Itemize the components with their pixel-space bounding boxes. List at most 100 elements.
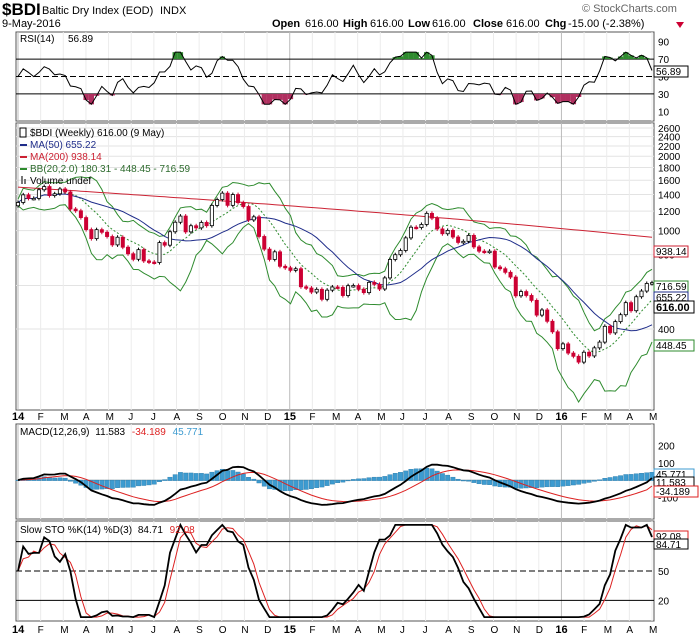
candle	[183, 215, 188, 233]
rsi-series	[16, 51, 654, 106]
candle	[356, 285, 361, 290]
price-tick-label: 1400	[658, 191, 681, 202]
candle	[424, 212, 429, 225]
candle	[309, 287, 314, 293]
candle	[209, 204, 214, 227]
macd-histogram-bar	[104, 479, 110, 490]
macd-tick-label: 200	[658, 442, 675, 453]
candle	[99, 229, 104, 233]
candle	[31, 197, 36, 201]
macd-histogram-bar	[607, 477, 613, 481]
sto-legend: Slow STO %K(14) %D(3) 84.71 92.08	[20, 525, 195, 536]
macd-histogram-bar	[157, 479, 162, 482]
macd-histogram-bar	[350, 479, 356, 481]
macd-histogram-bar	[455, 478, 461, 481]
low-value: 616.00	[432, 18, 466, 30]
candle	[340, 286, 345, 296]
date-label: 9-May-2016	[2, 18, 61, 30]
index-name: Baltic Dry Index (EOD)	[42, 5, 153, 17]
macd-histogram-bar	[371, 476, 377, 481]
price-tick-label: 1600	[658, 176, 681, 187]
candle	[534, 299, 539, 316]
ma200-line	[17, 186, 653, 238]
macd-histogram-bar	[628, 474, 634, 481]
candle	[634, 296, 639, 312]
x-axis-label: A	[626, 625, 633, 636]
x-axis-label: 15	[284, 624, 296, 636]
macd-histogram-bar	[204, 473, 210, 481]
macd-histogram-bar	[235, 471, 241, 481]
x-axis-label: S	[196, 625, 203, 636]
x-axis-label: M	[649, 625, 657, 636]
price-series	[15, 176, 655, 403]
macd-histogram-bar	[487, 479, 492, 485]
macd-histogram-bar	[99, 479, 105, 490]
sto-tick-label: 50	[658, 567, 670, 578]
candle	[450, 230, 455, 238]
x-axis-label: D	[536, 412, 543, 423]
candle	[377, 283, 382, 290]
macd-histogram-bar	[539, 479, 545, 488]
candle	[487, 250, 492, 254]
candle	[492, 250, 497, 268]
x-axis-label: F	[38, 412, 44, 423]
candle	[42, 186, 47, 191]
svg-text:MACD(12,26,9) 11.583: MACD(12,26,9) 11.583 -34.189 45.771	[20, 427, 204, 438]
x-axis-label: D	[536, 625, 543, 636]
macd-histogram-bar	[47, 477, 52, 481]
chart-header: $BDI Baltic Dry Index (EOD) INDX © Stock…	[2, 0, 684, 30]
macd-value: 11.583	[95, 427, 125, 438]
bb-upper-line	[17, 176, 653, 332]
candle	[68, 191, 73, 210]
macd-histogram-bar	[434, 470, 440, 481]
macd-histogram-bar	[555, 479, 561, 487]
candle	[629, 302, 634, 312]
macd-histogram-bar	[356, 478, 361, 481]
macd-histogram-bar	[633, 473, 639, 481]
macd-histogram-bar	[377, 476, 382, 481]
rsi-label: RSI(14)	[20, 34, 54, 45]
macd-histogram-bar	[230, 470, 236, 481]
candle	[105, 231, 110, 237]
macd-legend: MACD(12,26,9) 11.583 -34.189 45.771	[20, 427, 204, 438]
candle	[262, 236, 267, 250]
candle	[162, 242, 167, 246]
candle	[398, 250, 403, 256]
macd-histogram-bar	[612, 476, 618, 481]
x-axis-label: A	[83, 412, 90, 423]
x-axis-label: N	[241, 412, 248, 423]
candle	[361, 288, 366, 294]
candle	[293, 268, 298, 271]
macd-histogram-bar	[429, 468, 435, 481]
sto-badges: 92.08 84.71	[653, 530, 689, 551]
macd-badges: 45.771 11.583 -34.189	[653, 468, 699, 498]
macd-histogram-bar	[62, 477, 68, 481]
candle	[152, 261, 157, 264]
candle	[47, 186, 52, 196]
macd-histogram-bar	[450, 476, 456, 481]
macd-histogram-bar	[466, 479, 472, 482]
x-axis-label: S	[196, 412, 203, 423]
macd-histogram-bar	[293, 479, 299, 490]
macd-histogram-bar	[523, 479, 529, 489]
candle	[298, 268, 303, 288]
macd-histogram-bar	[141, 479, 147, 486]
ma200-badge: 938.14	[656, 247, 687, 258]
candle	[435, 217, 440, 230]
volume-legend-icon	[21, 176, 23, 184]
candle	[15, 202, 20, 207]
x-axis-label: D	[264, 412, 271, 423]
candle	[429, 212, 434, 219]
price-tick-label: 2200	[658, 142, 681, 153]
candle	[461, 240, 466, 244]
x-axis-label: O	[491, 412, 499, 423]
open-value: 616.00	[305, 18, 339, 30]
macd-histogram-bar	[618, 475, 623, 481]
rsi-tick-label: 30	[658, 90, 670, 101]
x-axis-label: F	[38, 625, 44, 636]
svg-text:Slow STO %K(14) %D(3) 84: Slow STO %K(14) %D(3) 84.71 92.08	[20, 525, 195, 536]
x-axis-label: M	[604, 625, 612, 636]
price-badges: 938.14 716.59 655.22 616.00 448.45	[653, 245, 695, 352]
x-axis-label: N	[241, 625, 248, 636]
candle	[157, 242, 162, 263]
